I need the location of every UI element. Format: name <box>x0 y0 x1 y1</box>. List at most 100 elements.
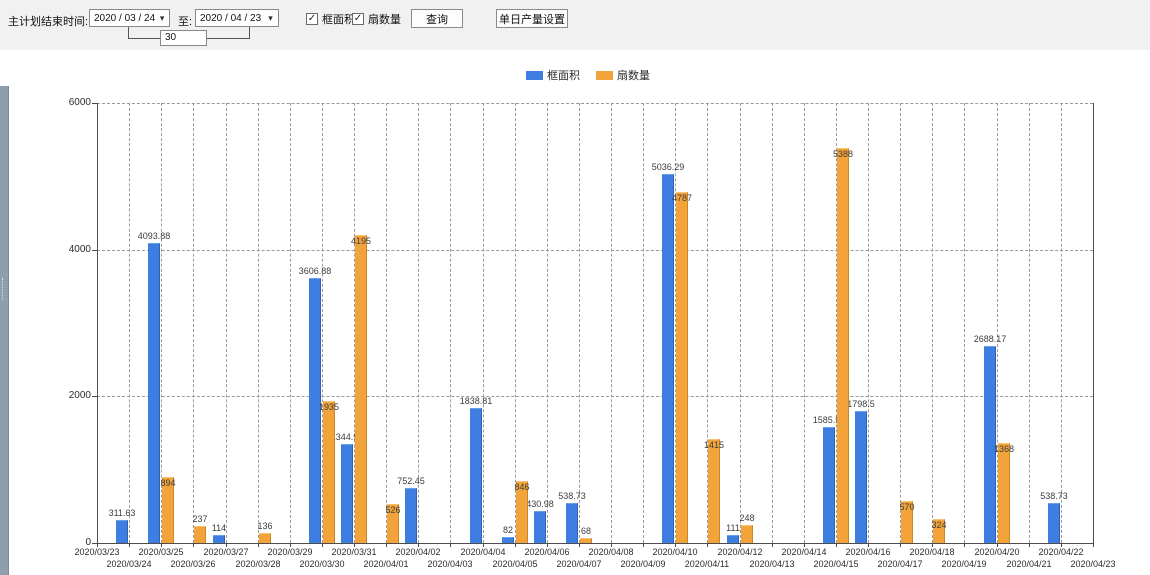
horizontal-gridline <box>97 250 1093 251</box>
y-axis-tick <box>92 396 97 397</box>
date-to-picker[interactable]: 2020 / 04 / 23 ▾ <box>195 9 279 27</box>
bar-sash-count <box>580 538 592 543</box>
vertical-gridline <box>836 103 837 543</box>
x-axis-tick <box>804 543 805 547</box>
y-axis-label: 2000 <box>68 390 91 401</box>
bar-value-label: 114 <box>211 523 227 533</box>
connector-line-left-vertical <box>128 27 129 39</box>
bar-value-label: 1344.95 <box>330 432 364 442</box>
x-axis-tick <box>322 543 323 547</box>
x-axis-tick <box>483 543 484 547</box>
vertical-gridline <box>1029 103 1030 543</box>
x-axis-tick <box>997 543 998 547</box>
bar-frame-area <box>566 503 578 543</box>
x-axis-label: 2020/04/16 <box>845 547 891 557</box>
bar-frame-area <box>116 520 128 543</box>
left-panel-splitter[interactable] <box>0 86 9 575</box>
x-axis-tick <box>290 543 291 547</box>
x-axis-tick <box>450 543 451 547</box>
vertical-gridline <box>740 103 741 543</box>
bar-sash-count <box>901 501 913 543</box>
vertical-gridline <box>547 103 548 543</box>
x-axis-label: 2020/03/30 <box>299 559 345 569</box>
bar-value-label: 237 <box>192 514 208 524</box>
legend-item-frame-area: 框面积 <box>526 67 580 83</box>
x-axis-label: 2020/04/04 <box>460 547 506 557</box>
x-axis-tick <box>868 543 869 547</box>
bar-value-label: 1415 <box>703 440 725 450</box>
x-axis-tick <box>643 543 644 547</box>
vertical-gridline <box>193 103 194 543</box>
x-axis-label: 2020/04/05 <box>492 559 538 569</box>
horizontal-gridline <box>97 103 1093 104</box>
horizontal-gridline <box>97 396 1093 397</box>
bar-sash-count <box>676 192 688 543</box>
x-axis-tick <box>547 543 548 547</box>
x-axis-label: 2020/04/23 <box>1070 559 1116 569</box>
legend-item-sash-count: 扇数量 <box>596 67 650 83</box>
y-axis-line <box>97 103 98 543</box>
x-axis-label: 2020/03/27 <box>203 547 249 557</box>
vertical-gridline <box>579 103 580 543</box>
chart-right-border <box>1093 103 1094 543</box>
query-button[interactable]: 查询 <box>411 9 463 28</box>
bar-value-label: 2688.17 <box>973 334 1007 344</box>
vertical-gridline <box>258 103 259 543</box>
frame-area-checkbox[interactable]: ✓ 框面积 <box>306 11 355 27</box>
bar-sash-count <box>998 443 1010 543</box>
vertical-gridline <box>997 103 998 543</box>
x-axis-tick <box>97 543 98 547</box>
x-axis-tick <box>740 543 741 547</box>
day-count-input[interactable]: 30 <box>160 30 207 46</box>
bar-frame-area <box>534 511 546 543</box>
vertical-gridline <box>611 103 612 543</box>
bar-frame-area <box>309 278 321 543</box>
vertical-gridline <box>932 103 933 543</box>
x-axis-label: 2020/04/14 <box>781 547 827 557</box>
vertical-gridline <box>868 103 869 543</box>
bar-value-label: 1798.5 <box>847 399 875 409</box>
x-axis-tick <box>1029 543 1030 547</box>
x-axis-tick <box>1061 543 1062 547</box>
bar-value-label: 248 <box>739 513 755 523</box>
x-axis-label: 2020/04/01 <box>363 559 409 569</box>
bar-value-label: 1935 <box>318 402 340 412</box>
checkbox-check-icon: ✓ <box>306 13 318 25</box>
x-axis-tick <box>1093 543 1094 547</box>
x-axis-label: 2020/04/07 <box>556 559 602 569</box>
bar-value-label: 324 <box>931 520 947 530</box>
legend-label-frame-area: 框面积 <box>547 70 580 82</box>
bar-value-label: 111 <box>726 523 740 533</box>
x-axis-label: 2020/04/02 <box>395 547 441 557</box>
bar-value-label: 5388 <box>832 149 854 159</box>
vertical-gridline <box>643 103 644 543</box>
bar-value-label: 752.45 <box>397 476 425 486</box>
sash-count-checkbox[interactable]: ✓ 扇数量 <box>352 11 401 27</box>
vertical-gridline <box>226 103 227 543</box>
date-from-picker[interactable]: 2020 / 03 / 24 ▾ <box>89 9 170 27</box>
sash-count-checkbox-label: 扇数量 <box>368 14 401 26</box>
chevron-down-icon[interactable]: ▾ <box>159 12 165 23</box>
bar-value-label: 136 <box>257 521 273 531</box>
bar-value-label: 4195 <box>350 236 372 246</box>
x-axis-tick <box>964 543 965 547</box>
x-axis-label: 2020/03/23 <box>74 547 120 557</box>
legend-swatch-sash-count <box>596 70 613 80</box>
legend-label-sash-count: 扇数量 <box>617 70 650 82</box>
date-to-value: 2020 / 04 / 23 <box>200 12 262 24</box>
vertical-gridline <box>161 103 162 543</box>
bar-frame-area <box>823 427 835 543</box>
frame-area-checkbox-label: 框面积 <box>322 14 355 26</box>
vertical-gridline <box>418 103 419 543</box>
x-axis-tick <box>354 543 355 547</box>
x-axis-tick <box>226 543 227 547</box>
x-axis-tick <box>386 543 387 547</box>
vertical-gridline <box>804 103 805 543</box>
x-axis-label: 2020/04/17 <box>877 559 923 569</box>
bar-value-label: 846 <box>514 482 530 492</box>
daily-output-settings-button[interactable]: 单日产量设置 <box>496 9 568 28</box>
chevron-down-icon[interactable]: ▾ <box>268 12 273 23</box>
y-axis-label: 6000 <box>68 97 91 108</box>
